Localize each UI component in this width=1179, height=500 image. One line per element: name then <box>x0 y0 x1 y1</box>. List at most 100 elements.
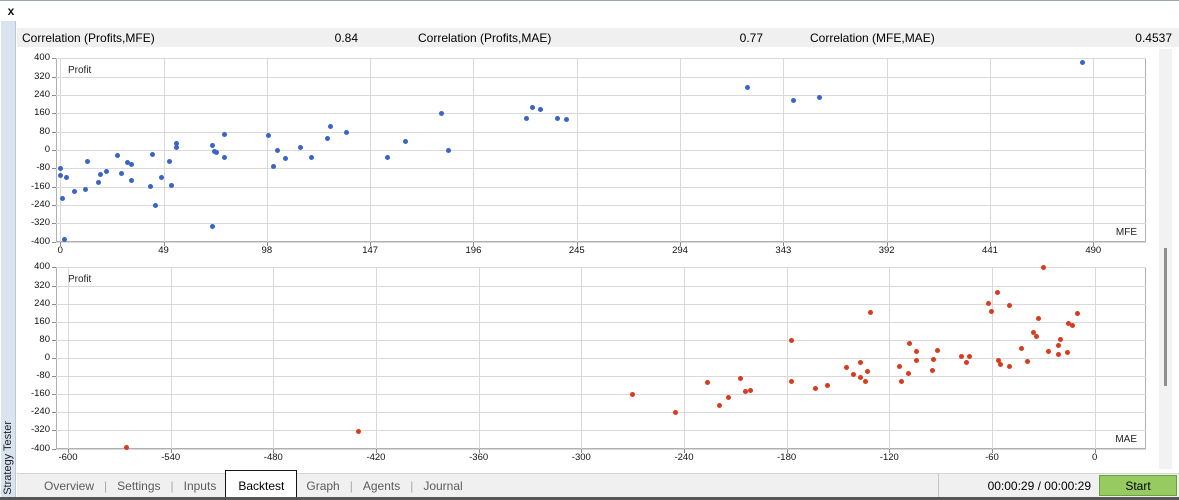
v-gridline <box>478 267 480 449</box>
data-point <box>1045 349 1051 355</box>
data-point <box>104 169 110 174</box>
y-tick-label: 80 <box>39 333 50 345</box>
data-point <box>266 132 272 138</box>
x-tick-mark <box>163 242 165 246</box>
data-point <box>563 117 569 123</box>
tab-agents[interactable]: Agents <box>362 478 401 493</box>
x-tick-label: 245 <box>568 245 585 256</box>
x-tick-label: -180 <box>777 452 797 463</box>
data-point <box>97 171 103 177</box>
v-gridline <box>170 267 172 449</box>
data-point <box>356 429 362 435</box>
x-tick-label: -60 <box>985 452 999 463</box>
y-axis-series-label: Profit <box>68 65 92 76</box>
data-point <box>148 183 154 189</box>
tab-graph[interactable]: Graph <box>306 478 340 493</box>
y-axis-series-label: Profit <box>68 274 92 285</box>
y-tick-mark <box>52 58 56 60</box>
x-tick-mark <box>273 449 275 453</box>
h-gridline <box>56 267 1146 269</box>
v-gridline <box>266 58 268 242</box>
v-gridline <box>889 267 891 449</box>
data-point <box>630 392 636 398</box>
correlation-item: Correlation (Profits,MFE) 0.84 <box>17 28 398 47</box>
data-point <box>743 389 749 395</box>
data-point <box>1064 350 1070 356</box>
h-gridline <box>56 186 1146 188</box>
start-button[interactable]: Start <box>1099 475 1177 496</box>
data-point <box>529 105 535 111</box>
tab-settings[interactable]: Settings <box>117 478 161 493</box>
x-tick-label: -420 <box>366 452 386 463</box>
data-point <box>173 141 179 147</box>
v-gridline <box>886 58 888 242</box>
data-point <box>384 155 390 161</box>
tab-inputs[interactable]: Inputs <box>183 478 217 493</box>
data-point <box>857 360 863 366</box>
y-tick-mark <box>52 303 56 305</box>
data-point <box>789 378 795 384</box>
data-point <box>998 362 1004 368</box>
data-point <box>150 152 156 158</box>
y-tick-mark <box>52 448 56 450</box>
close-icon[interactable]: x <box>7 4 15 18</box>
correlation-item: Correlation (MFE,MAE) 0.4537 <box>790 28 1179 47</box>
y-tick-mark <box>52 412 56 414</box>
data-point <box>169 182 175 188</box>
x-tick-label: 0 <box>1092 452 1098 463</box>
data-point <box>850 372 856 378</box>
scrollbar-thumb[interactable] <box>1164 248 1167 386</box>
correlation-label: Correlation (MFE,MAE) <box>810 30 935 45</box>
data-point <box>298 145 304 151</box>
y-tick-label: -320 <box>30 217 50 229</box>
data-point <box>158 174 164 180</box>
v-gridline <box>375 267 377 449</box>
data-point <box>672 409 678 415</box>
v-gridline <box>991 267 993 449</box>
data-point <box>844 365 850 371</box>
v-gridline <box>783 58 785 242</box>
data-point <box>898 379 904 385</box>
data-point <box>1030 330 1036 336</box>
h-gridline <box>56 223 1146 225</box>
y-tick-label: 400 <box>34 261 50 273</box>
data-point <box>897 364 903 370</box>
y-tick-mark <box>52 358 56 359</box>
data-point <box>825 383 831 389</box>
y-tick-label: 400 <box>34 52 50 64</box>
vertical-scrollbar[interactable] <box>1159 49 1172 469</box>
h-gridline <box>56 95 1146 97</box>
y-tick-mark <box>52 204 56 206</box>
tab-backtest[interactable]: Backtest <box>225 470 298 497</box>
data-point <box>209 224 215 230</box>
h-gridline <box>56 168 1146 170</box>
data-point <box>813 385 819 391</box>
correlation-value: 0.4537 <box>1135 30 1172 45</box>
tab-overview[interactable]: Overview <box>44 478 95 493</box>
h-gridline <box>56 58 1146 60</box>
data-point <box>129 177 135 183</box>
data-point <box>213 150 219 156</box>
x-tick-mark <box>60 242 62 246</box>
v-gridline <box>576 58 578 242</box>
x-tick-label: -600 <box>58 452 78 463</box>
x-tick-mark <box>991 449 993 453</box>
x-tick-mark <box>680 242 682 246</box>
data-point <box>1075 310 1081 316</box>
correlation-label: Correlation (Profits,MFE) <box>22 30 155 45</box>
data-point <box>118 170 124 176</box>
correlation-header: Correlation (Profits,MFE) 0.84 Correlation… <box>17 28 1179 47</box>
y-tick-mark <box>52 113 56 115</box>
tab-journal[interactable]: Journal <box>423 478 463 493</box>
v-gridline <box>163 58 165 242</box>
data-point <box>152 203 158 209</box>
data-point <box>85 158 91 164</box>
x-tick-mark <box>375 449 377 453</box>
data-point <box>864 369 870 375</box>
data-point <box>705 380 711 386</box>
y-tick-label: -400 <box>30 235 50 247</box>
x-tick-mark <box>1094 449 1096 453</box>
data-point <box>1006 364 1012 370</box>
data-point <box>958 354 964 360</box>
x-tick-mark <box>170 449 172 453</box>
